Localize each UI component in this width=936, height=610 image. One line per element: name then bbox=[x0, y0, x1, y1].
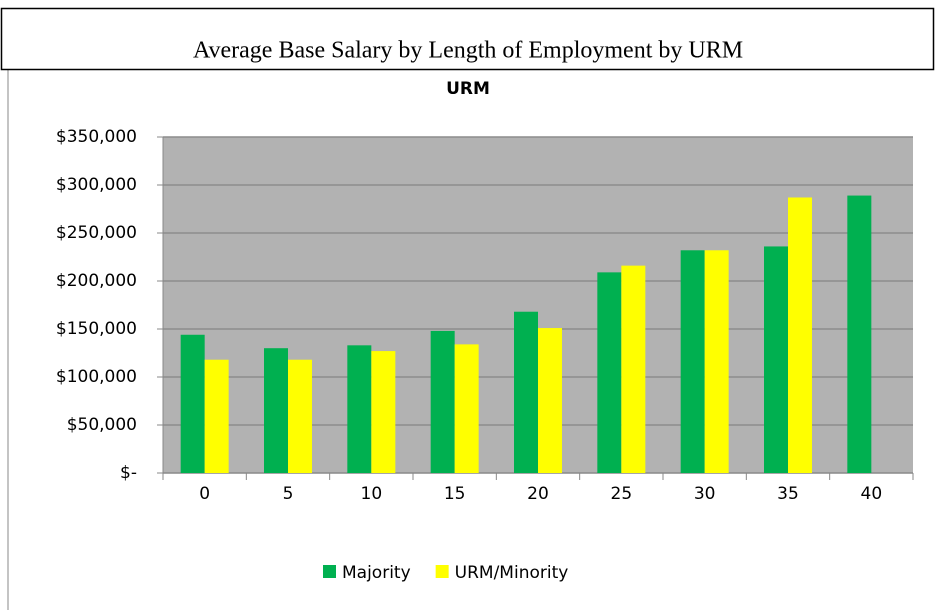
y-tick-label: $250,000 bbox=[56, 223, 137, 243]
y-tick-label: $300,000 bbox=[56, 175, 137, 195]
bar bbox=[371, 351, 396, 473]
bar bbox=[430, 330, 455, 473]
bar bbox=[847, 195, 872, 473]
x-tick-label: 0 bbox=[199, 484, 210, 504]
chart-subtitle: URM bbox=[446, 79, 490, 99]
x-tick-label: 15 bbox=[444, 484, 466, 504]
legend-label: Majority bbox=[342, 563, 411, 583]
x-tick-label: 40 bbox=[861, 484, 883, 504]
chart-title: Average Base Salary by Length of Employm… bbox=[193, 38, 743, 64]
y-tick-label: $50,000 bbox=[67, 415, 137, 435]
bar bbox=[597, 272, 622, 473]
y-tick-label: $150,000 bbox=[56, 319, 137, 339]
x-tick-label: 10 bbox=[361, 484, 383, 504]
y-tick-label: $- bbox=[120, 463, 137, 483]
bar bbox=[347, 345, 372, 473]
bar bbox=[704, 250, 729, 473]
legend-label: URM/Minority bbox=[455, 563, 569, 583]
bar bbox=[680, 250, 705, 473]
legend-swatch bbox=[435, 565, 449, 578]
y-tick-label: $350,000 bbox=[56, 127, 137, 147]
x-tick-label: 25 bbox=[611, 484, 633, 504]
bar bbox=[514, 311, 538, 473]
bar bbox=[180, 334, 205, 473]
bar bbox=[621, 265, 646, 473]
y-tick-label: $100,000 bbox=[56, 367, 137, 387]
bar bbox=[204, 359, 229, 473]
x-tick-label: 20 bbox=[527, 484, 549, 504]
bar bbox=[264, 348, 288, 473]
x-tick-label: 5 bbox=[283, 484, 294, 504]
bar bbox=[788, 197, 812, 474]
bar bbox=[764, 246, 788, 473]
bar bbox=[538, 328, 562, 473]
x-tick-label: 35 bbox=[777, 484, 799, 504]
bar bbox=[454, 344, 479, 473]
y-tick-label: $200,000 bbox=[56, 271, 137, 291]
bar bbox=[288, 359, 312, 473]
legend-swatch bbox=[323, 565, 336, 578]
title-box bbox=[0, 7, 935, 71]
x-tick-label: 30 bbox=[694, 484, 716, 504]
